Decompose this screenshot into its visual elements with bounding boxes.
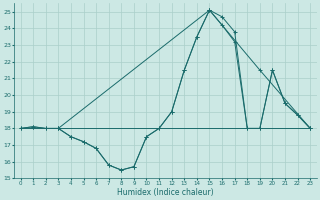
- X-axis label: Humidex (Indice chaleur): Humidex (Indice chaleur): [117, 188, 214, 197]
